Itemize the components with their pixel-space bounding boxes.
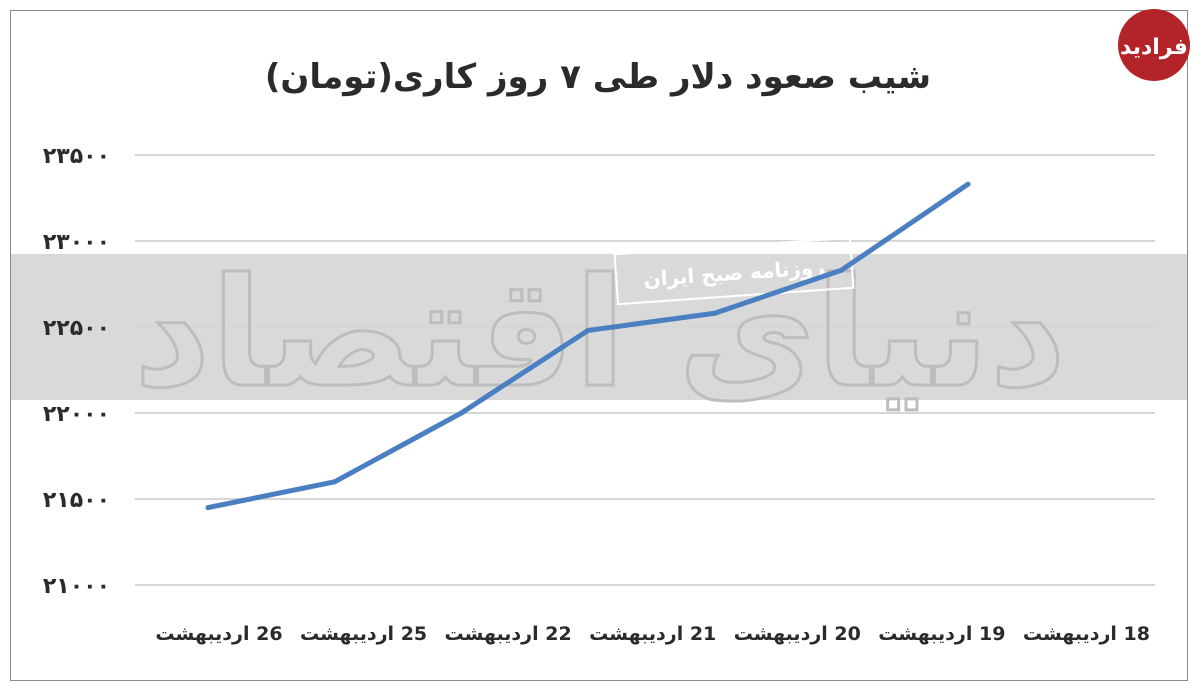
- series-point: [712, 310, 718, 316]
- watermark-text: دنیای اقتصاد: [134, 247, 1067, 421]
- y-tick-label: ۲۲۵۰۰: [43, 316, 110, 341]
- y-tick-label: ۲۱۰۰۰: [43, 574, 110, 599]
- x-tick-label: 21 اردیبهشت: [589, 623, 716, 645]
- series-group: [205, 181, 971, 511]
- x-tick-label: 25 اردیبهشت: [300, 623, 427, 645]
- y-axis-ticks: ۲۱۰۰۰ ۲۱۵۰۰ ۲۲۰۰۰ ۲۲۵۰۰ ۲۳۰۰۰ ۲۳۵۰۰: [43, 144, 110, 599]
- x-tick-label: 19 اردیبهشت: [878, 623, 1005, 645]
- gridlines: [135, 154, 1155, 586]
- series-point: [205, 505, 211, 511]
- series-point: [838, 267, 844, 273]
- fararu-logo: فرادید: [1118, 9, 1190, 81]
- y-tick-label: ۲۲۰۰۰: [43, 402, 110, 427]
- y-tick-label: ۲۳۰۰۰: [43, 230, 110, 255]
- series-point: [965, 181, 971, 187]
- series-point: [585, 327, 591, 333]
- series-point: [332, 479, 338, 485]
- y-tick-label: ۲۳۵۰۰: [43, 144, 110, 169]
- y-tick-label: ۲۱۵۰۰: [43, 488, 110, 513]
- series-point: [458, 410, 464, 416]
- x-tick-label: 18 اردیبهشت: [1023, 623, 1150, 645]
- logo-text: فرادید: [1120, 35, 1188, 60]
- chart-title: شیب صعود دلار طی ۷ روز کاری(تومان): [265, 57, 931, 97]
- x-tick-label: 20 اردیبهشت: [734, 623, 861, 645]
- x-axis-ticks: 18 اردیبهشت 19 اردیبهشت 20 اردیبهشت 21 اردی…: [155, 623, 1150, 645]
- x-tick-label: 26 اردیبهشت: [155, 623, 282, 645]
- x-tick-label: 22 اردیبهشت: [445, 623, 572, 645]
